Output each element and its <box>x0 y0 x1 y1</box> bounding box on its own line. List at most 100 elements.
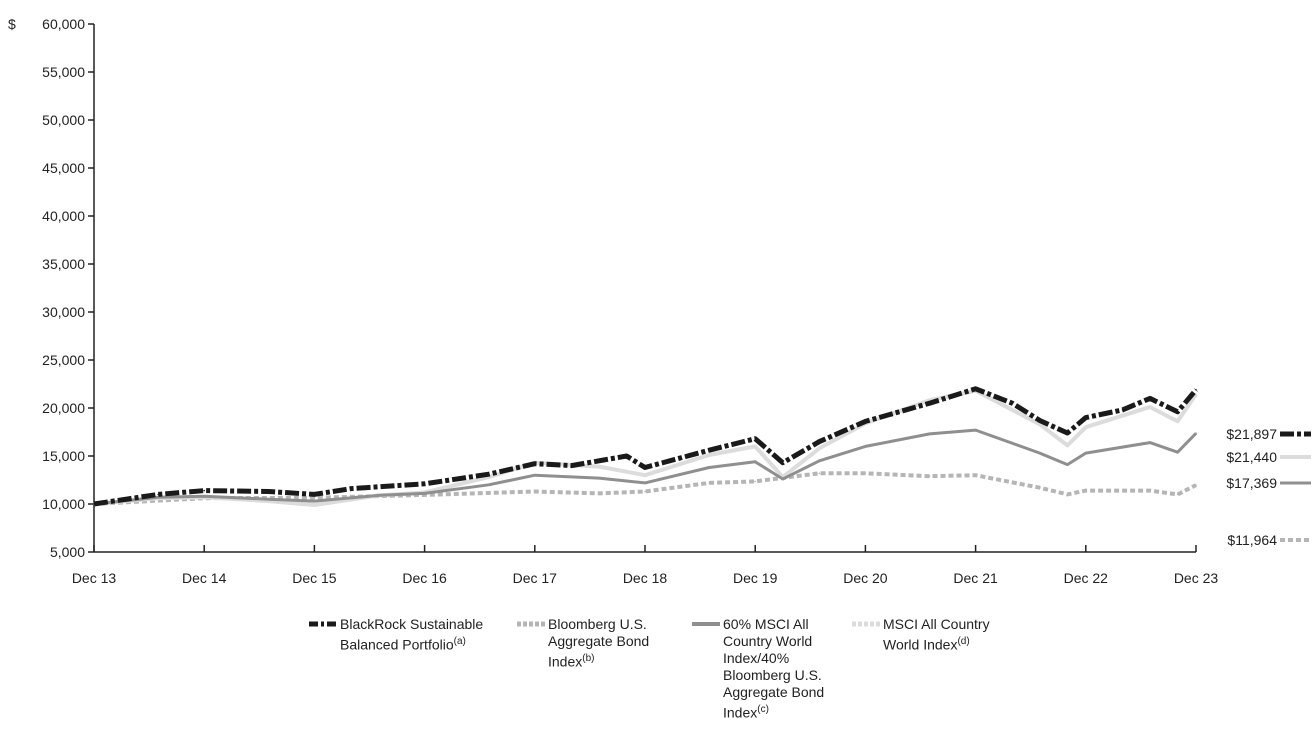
series-point <box>708 482 710 484</box>
series-point <box>928 433 931 435</box>
legend-name: BlackRock Sustainable Balanced Portfolio <box>340 616 484 653</box>
series-point <box>1176 411 1179 413</box>
series-point <box>1176 451 1179 454</box>
series-point <box>157 493 159 496</box>
series-point <box>1039 452 1041 454</box>
x-tick-label: Dec 23 <box>1174 570 1219 586</box>
y-tick-label: 30,000 <box>42 304 85 320</box>
legend-swatch-msci <box>852 621 880 627</box>
y-axis: 60,000 55,000 50,000 45,000 40,000 35,000 30,0… <box>42 16 95 560</box>
legend: BlackRock Sustainable Balanced Portfolio… <box>308 616 1031 722</box>
series-point <box>708 466 710 469</box>
series-point <box>598 465 600 468</box>
x-tick-label: Dec 13 <box>72 570 117 586</box>
legend-name: Bloomberg U.S. Aggregate Bond Index <box>548 616 650 670</box>
series-point <box>1085 452 1087 454</box>
series-point <box>1195 432 1197 435</box>
legend-item-msci: MSCI All Country World Index(d) <box>851 616 1031 722</box>
series-point <box>267 490 270 493</box>
series-point <box>644 482 646 484</box>
legend-swatch-blended <box>692 622 720 626</box>
series-point <box>754 480 756 483</box>
end-label-msci: $21,440 <box>1226 449 1277 465</box>
series-point <box>782 461 784 464</box>
series-point <box>818 440 821 443</box>
legend-label-bloomberg: Bloomberg U.S. Aggregate Bond Index(b) <box>548 616 688 671</box>
legend-footnote: (b) <box>582 653 595 664</box>
x-axis: Dec 13 Dec 14 Dec 15 Dec 16 Dec 17 Dec 18 Dec … <box>72 545 1219 586</box>
x-tick-label: Dec 15 <box>292 570 337 586</box>
series-point <box>570 464 573 467</box>
series-point <box>1085 426 1087 429</box>
y-tick-label: 25,000 <box>42 352 85 368</box>
series-point <box>423 492 426 495</box>
series-point <box>644 490 646 493</box>
series-point <box>1149 397 1151 400</box>
y-tick-label: 5,000 <box>50 544 85 560</box>
series-point <box>644 474 646 477</box>
y-tick-label: 55,000 <box>42 64 85 80</box>
series-point <box>1011 402 1014 405</box>
y-tick-label: 10,000 <box>42 496 85 512</box>
legend-label-blackrock: BlackRock Sustainable Balanced Portfolio… <box>340 616 516 654</box>
series-point <box>1176 420 1179 423</box>
y-tick-label: 40,000 <box>42 208 85 224</box>
legend-label-msci: MSCI All Country World Index(d) <box>883 616 1023 654</box>
legend-footnote: (a) <box>453 636 466 647</box>
y-tick-label: 60,000 <box>42 16 85 32</box>
y-tick-label: 15,000 <box>42 448 85 464</box>
x-tick-label: Dec 21 <box>953 570 998 586</box>
series-point <box>1149 406 1151 408</box>
series-layer <box>93 386 1198 507</box>
legend-name: MSCI All Country World Index <box>883 616 990 653</box>
series-point <box>1121 409 1124 411</box>
series-point <box>267 498 270 501</box>
series-point <box>1039 486 1041 489</box>
series-point <box>1066 493 1069 496</box>
series-point <box>534 474 536 477</box>
end-labels: $21,897 $21,440 $17,369 $11,964 <box>1226 426 1311 548</box>
series-point <box>928 475 931 478</box>
x-tick-label: Dec 22 <box>1064 570 1109 586</box>
x-tick-label: Dec 14 <box>182 570 227 586</box>
y-tick-label: 45,000 <box>42 160 85 176</box>
x-tick-label: Dec 18 <box>623 570 668 586</box>
series-point <box>1195 393 1197 396</box>
series-point <box>974 474 977 477</box>
series-msci-line <box>93 388 1198 507</box>
series-point <box>203 495 205 498</box>
legend-footnote: (c) <box>757 704 769 715</box>
series-point <box>1039 423 1041 426</box>
x-tick-label: Dec 20 <box>843 570 888 586</box>
series-point <box>864 472 867 475</box>
x-tick-label: Dec 17 <box>513 570 558 586</box>
series-point <box>598 492 600 495</box>
series-point <box>488 473 490 476</box>
series-point <box>313 493 316 496</box>
y-tick-label: 50,000 <box>42 112 85 128</box>
series-point <box>1195 389 1197 391</box>
end-label-blackrock: $21,897 <box>1226 426 1277 442</box>
series-point <box>754 437 756 440</box>
series-point <box>1039 419 1041 422</box>
series-point <box>818 472 821 475</box>
series-point <box>488 484 490 486</box>
series-point <box>313 500 316 502</box>
legend-swatch-bloomberg <box>517 621 545 627</box>
series-point <box>1085 489 1087 492</box>
legend-item-blended: 60% MSCI All Country World Index/40% Blo… <box>691 616 851 722</box>
series-point <box>423 483 426 485</box>
series-point <box>1195 484 1197 486</box>
series-point <box>625 455 628 457</box>
y-tick-label: 35,000 <box>42 256 85 272</box>
end-label-bloomberg: $11,964 <box>1227 532 1277 548</box>
series-blended-line <box>93 428 1198 506</box>
series-point <box>534 490 536 493</box>
series-point <box>754 445 756 448</box>
series-point <box>1149 489 1151 492</box>
series-point <box>157 496 159 499</box>
series-point <box>313 504 316 506</box>
series-point <box>1066 432 1069 434</box>
y-axis-currency-symbol: $ <box>8 16 16 32</box>
